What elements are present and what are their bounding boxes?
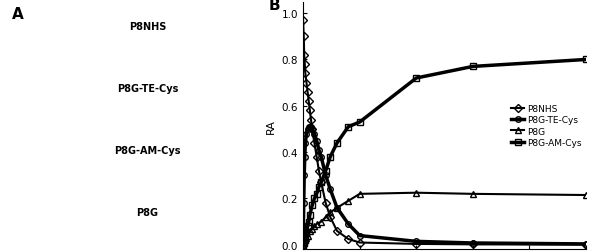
P8G-TE-Cys xyxy=(313,140,320,143)
P8NHS xyxy=(322,202,329,205)
P8G-TE-Cys xyxy=(303,133,310,136)
Legend: P8NHS, P8G-TE-Cys, P8G, P8G-AM-Cys: P8NHS, P8G-TE-Cys, P8G, P8G-AM-Cys xyxy=(511,105,581,147)
P8NHS xyxy=(301,54,308,57)
P8G-TE-Cys xyxy=(322,174,329,177)
P8G xyxy=(413,192,420,195)
P8G-AM-Cys xyxy=(469,66,477,69)
P8NHS xyxy=(304,91,311,94)
P8G-TE-Cys xyxy=(301,174,308,177)
P8G-AM-Cys xyxy=(305,220,313,223)
P8G xyxy=(300,243,307,246)
P8NHS xyxy=(303,82,310,85)
Text: A: A xyxy=(12,8,23,22)
P8NHS xyxy=(301,63,308,66)
P8G-TE-Cys xyxy=(307,126,314,129)
P8NHS xyxy=(345,238,352,241)
P8G-AM-Cys xyxy=(308,204,316,207)
P8G xyxy=(306,230,313,233)
Line: P8G-AM-Cys: P8G-AM-Cys xyxy=(300,57,589,248)
P8G-TE-Cys xyxy=(356,234,363,237)
P8G-TE-Cys xyxy=(305,126,313,129)
Text: P8NHS: P8NHS xyxy=(128,22,166,32)
P8G-TE-Cys xyxy=(318,156,325,159)
P8NHS xyxy=(318,181,325,184)
Y-axis label: RA: RA xyxy=(266,119,276,133)
P8G xyxy=(301,241,308,244)
P8G-AM-Cys xyxy=(306,213,313,216)
Text: B: B xyxy=(269,0,281,13)
P8G-TE-Cys xyxy=(583,242,590,245)
P8G xyxy=(327,211,334,214)
P8NHS xyxy=(356,241,363,244)
Line: P8G-TE-Cys: P8G-TE-Cys xyxy=(300,124,589,248)
P8G-AM-Cys xyxy=(345,126,352,129)
Line: P8NHS: P8NHS xyxy=(300,18,589,247)
P8G-TE-Cys xyxy=(301,156,308,159)
P8G-AM-Cys xyxy=(300,243,307,246)
P8NHS xyxy=(305,100,313,103)
P8G-TE-Cys xyxy=(300,243,307,246)
P8G xyxy=(583,194,590,197)
P8NHS xyxy=(300,36,307,39)
P8G xyxy=(345,200,352,203)
P8G-AM-Cys xyxy=(356,121,363,124)
P8G-AM-Cys xyxy=(313,193,320,196)
P8G-AM-Cys xyxy=(311,197,318,200)
P8NHS xyxy=(413,242,420,245)
P8G xyxy=(356,193,363,196)
P8G xyxy=(318,220,325,223)
P8G xyxy=(313,223,320,226)
P8G-AM-Cys xyxy=(318,181,325,184)
P8G-TE-Cys xyxy=(316,149,323,152)
P8G xyxy=(469,193,477,196)
P8G-AM-Cys xyxy=(316,186,323,189)
P8G-TE-Cys xyxy=(345,223,352,226)
P8NHS xyxy=(308,128,316,131)
P8NHS xyxy=(306,109,313,112)
P8NHS xyxy=(307,119,314,122)
P8G xyxy=(322,216,329,219)
P8G-TE-Cys xyxy=(308,128,316,131)
P8G-AM-Cys xyxy=(327,156,334,159)
P8NHS xyxy=(583,243,590,246)
P8G-TE-Cys xyxy=(302,142,309,145)
P8G-AM-Cys xyxy=(302,239,309,242)
P8G-AM-Cys xyxy=(322,170,329,173)
P8G-TE-Cys xyxy=(327,188,334,191)
P8G xyxy=(304,234,311,237)
P8G-TE-Cys xyxy=(333,206,340,209)
P8NHS xyxy=(469,243,477,246)
Text: P8G-TE-Cys: P8G-TE-Cys xyxy=(117,84,178,94)
P8G-TE-Cys xyxy=(300,202,307,205)
P8G xyxy=(333,206,340,209)
P8NHS xyxy=(333,230,340,233)
P8G-AM-Cys xyxy=(413,77,420,80)
P8G xyxy=(308,227,316,230)
P8NHS xyxy=(302,73,309,76)
P8G-AM-Cys xyxy=(304,225,311,228)
P8NHS xyxy=(300,19,307,22)
Text: P8G: P8G xyxy=(136,207,159,217)
P8G-TE-Cys xyxy=(311,133,318,136)
P8G xyxy=(311,225,318,228)
P8G xyxy=(303,236,310,239)
P8G-TE-Cys xyxy=(306,126,313,129)
P8G-TE-Cys xyxy=(469,241,477,244)
P8NHS xyxy=(316,170,323,173)
P8G xyxy=(302,239,309,242)
P8G-AM-Cys xyxy=(301,241,308,244)
P8NHS xyxy=(311,142,318,145)
P8G-TE-Cys xyxy=(413,240,420,243)
P8G-AM-Cys xyxy=(333,142,340,145)
P8G-AM-Cys xyxy=(303,232,310,235)
Text: P8G-AM-Cys: P8G-AM-Cys xyxy=(114,146,181,156)
P8NHS xyxy=(327,216,334,219)
Line: P8G: P8G xyxy=(300,190,589,248)
P8G-AM-Cys xyxy=(583,59,590,62)
P8G-TE-Cys xyxy=(304,128,311,131)
P8NHS xyxy=(313,156,320,159)
